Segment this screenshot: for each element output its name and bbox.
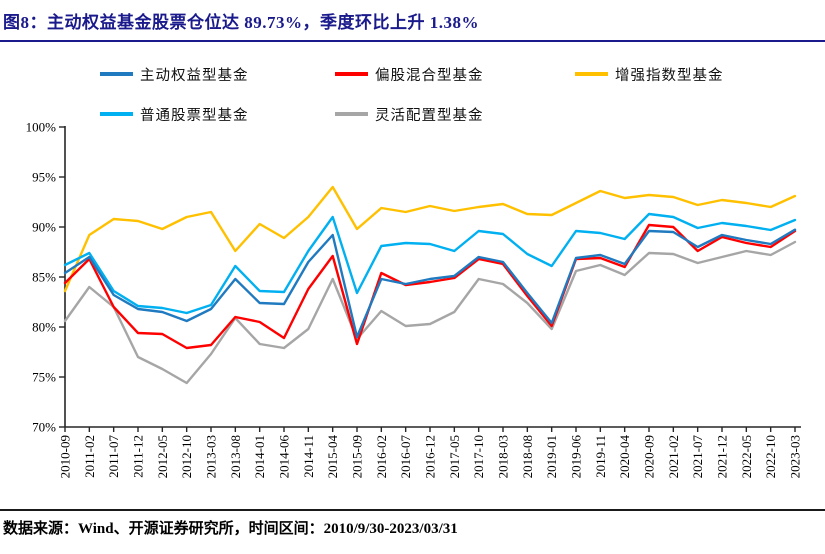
line-swatch-icon xyxy=(100,72,133,76)
x-axis-tick-label: 2013-03 xyxy=(204,435,219,478)
x-axis-tick-label: 2023-03 xyxy=(788,435,803,478)
title-divider xyxy=(0,40,825,42)
x-axis-tick-label: 2018-03 xyxy=(496,435,511,478)
series-line-4 xyxy=(63,240,797,385)
x-axis-tick-label: 2019-11 xyxy=(593,435,608,478)
x-axis-tick-label: 2018-08 xyxy=(520,435,535,478)
x-axis-tick-label: 2016-07 xyxy=(398,435,413,479)
series-line-0 xyxy=(63,228,797,339)
x-axis-tick-label: 2017-05 xyxy=(447,435,462,478)
x-axis-tick-label: 2021-02 xyxy=(666,435,681,478)
x-axis-tick-label: 2011-12 xyxy=(131,435,146,478)
x-axis-tick-label: 2020-04 xyxy=(617,435,632,479)
y-axis-tick-label: 75% xyxy=(32,370,56,385)
x-axis-tick-label: 2013-08 xyxy=(228,435,243,478)
legend-label: 灵活配置型基金 xyxy=(375,107,484,124)
legend-item-partial-equity-hybrid: 偏股混合型基金 xyxy=(335,63,484,85)
line-swatch-icon xyxy=(335,72,368,76)
source-note: 数据来源：Wind、开源证券研究所，时间区间：2010/9/30-2023/03… xyxy=(3,521,458,537)
y-axis-tick-label: 90% xyxy=(32,220,56,235)
line-swatch-icon xyxy=(575,72,608,76)
x-axis-tick-label: 2014-06 xyxy=(277,435,292,479)
line-swatch-icon xyxy=(335,112,368,116)
y-axis-tick-label: 85% xyxy=(32,270,56,285)
legend-label: 增强指数型基金 xyxy=(615,67,724,84)
x-axis-tick-label: 2014-11 xyxy=(301,435,316,478)
x-axis-tick-label: 2022-10 xyxy=(763,435,778,478)
legend-item-active-equity: 主动权益型基金 xyxy=(100,63,249,85)
x-axis-tick-label: 2017-10 xyxy=(471,435,486,478)
legend-item-enhanced-index: 增强指数型基金 xyxy=(575,63,724,85)
x-axis-tick-label: 2020-09 xyxy=(642,435,657,478)
x-axis-tick-label: 2012-10 xyxy=(179,435,194,478)
series-line-1 xyxy=(63,223,797,350)
x-axis-tick-label: 2015-04 xyxy=(325,435,340,479)
x-axis-tick-label: 2021-12 xyxy=(715,435,730,478)
x-axis-tick-label: 2012-05 xyxy=(155,435,170,478)
x-axis-tick-label: 2014-01 xyxy=(252,435,267,478)
legend-label: 普通股票型基金 xyxy=(140,107,249,124)
x-axis-tick-label: 2011-07 xyxy=(106,435,121,478)
legend-label: 偏股混合型基金 xyxy=(375,67,484,84)
x-axis-tick-label: 2010-09 xyxy=(58,435,73,478)
legend-label: 主动权益型基金 xyxy=(140,67,249,84)
y-axis-tick-label: 70% xyxy=(32,420,56,435)
series-line-2 xyxy=(63,185,797,293)
x-axis-tick-label: 2016-02 xyxy=(374,435,389,478)
y-axis-tick-label: 80% xyxy=(32,320,56,335)
x-axis-tick-label: 2015-09 xyxy=(350,435,365,478)
legend-item-common-stock: 普通股票型基金 xyxy=(100,103,249,125)
x-axis-tick-label: 2022-05 xyxy=(739,435,754,478)
x-axis-tick-label: 2016-12 xyxy=(423,435,438,478)
x-axis-tick-label: 2019-06 xyxy=(569,435,584,479)
figure-title: 图8：主动权益基金股票仓位达 89.73%，季度环比上升 1.38% xyxy=(3,13,479,32)
series-line-3 xyxy=(63,212,797,315)
y-axis-tick-label: 95% xyxy=(32,170,56,185)
x-axis-tick-label: 2021-07 xyxy=(690,435,705,479)
y-axis-tick-label: 100% xyxy=(26,120,57,135)
line-swatch-icon xyxy=(100,112,133,116)
footer-divider xyxy=(0,509,825,511)
x-axis-tick-label: 2019-01 xyxy=(544,435,559,478)
x-axis-tick-label: 2011-02 xyxy=(82,435,97,478)
legend-item-flexible-allocation: 灵活配置型基金 xyxy=(335,103,484,125)
